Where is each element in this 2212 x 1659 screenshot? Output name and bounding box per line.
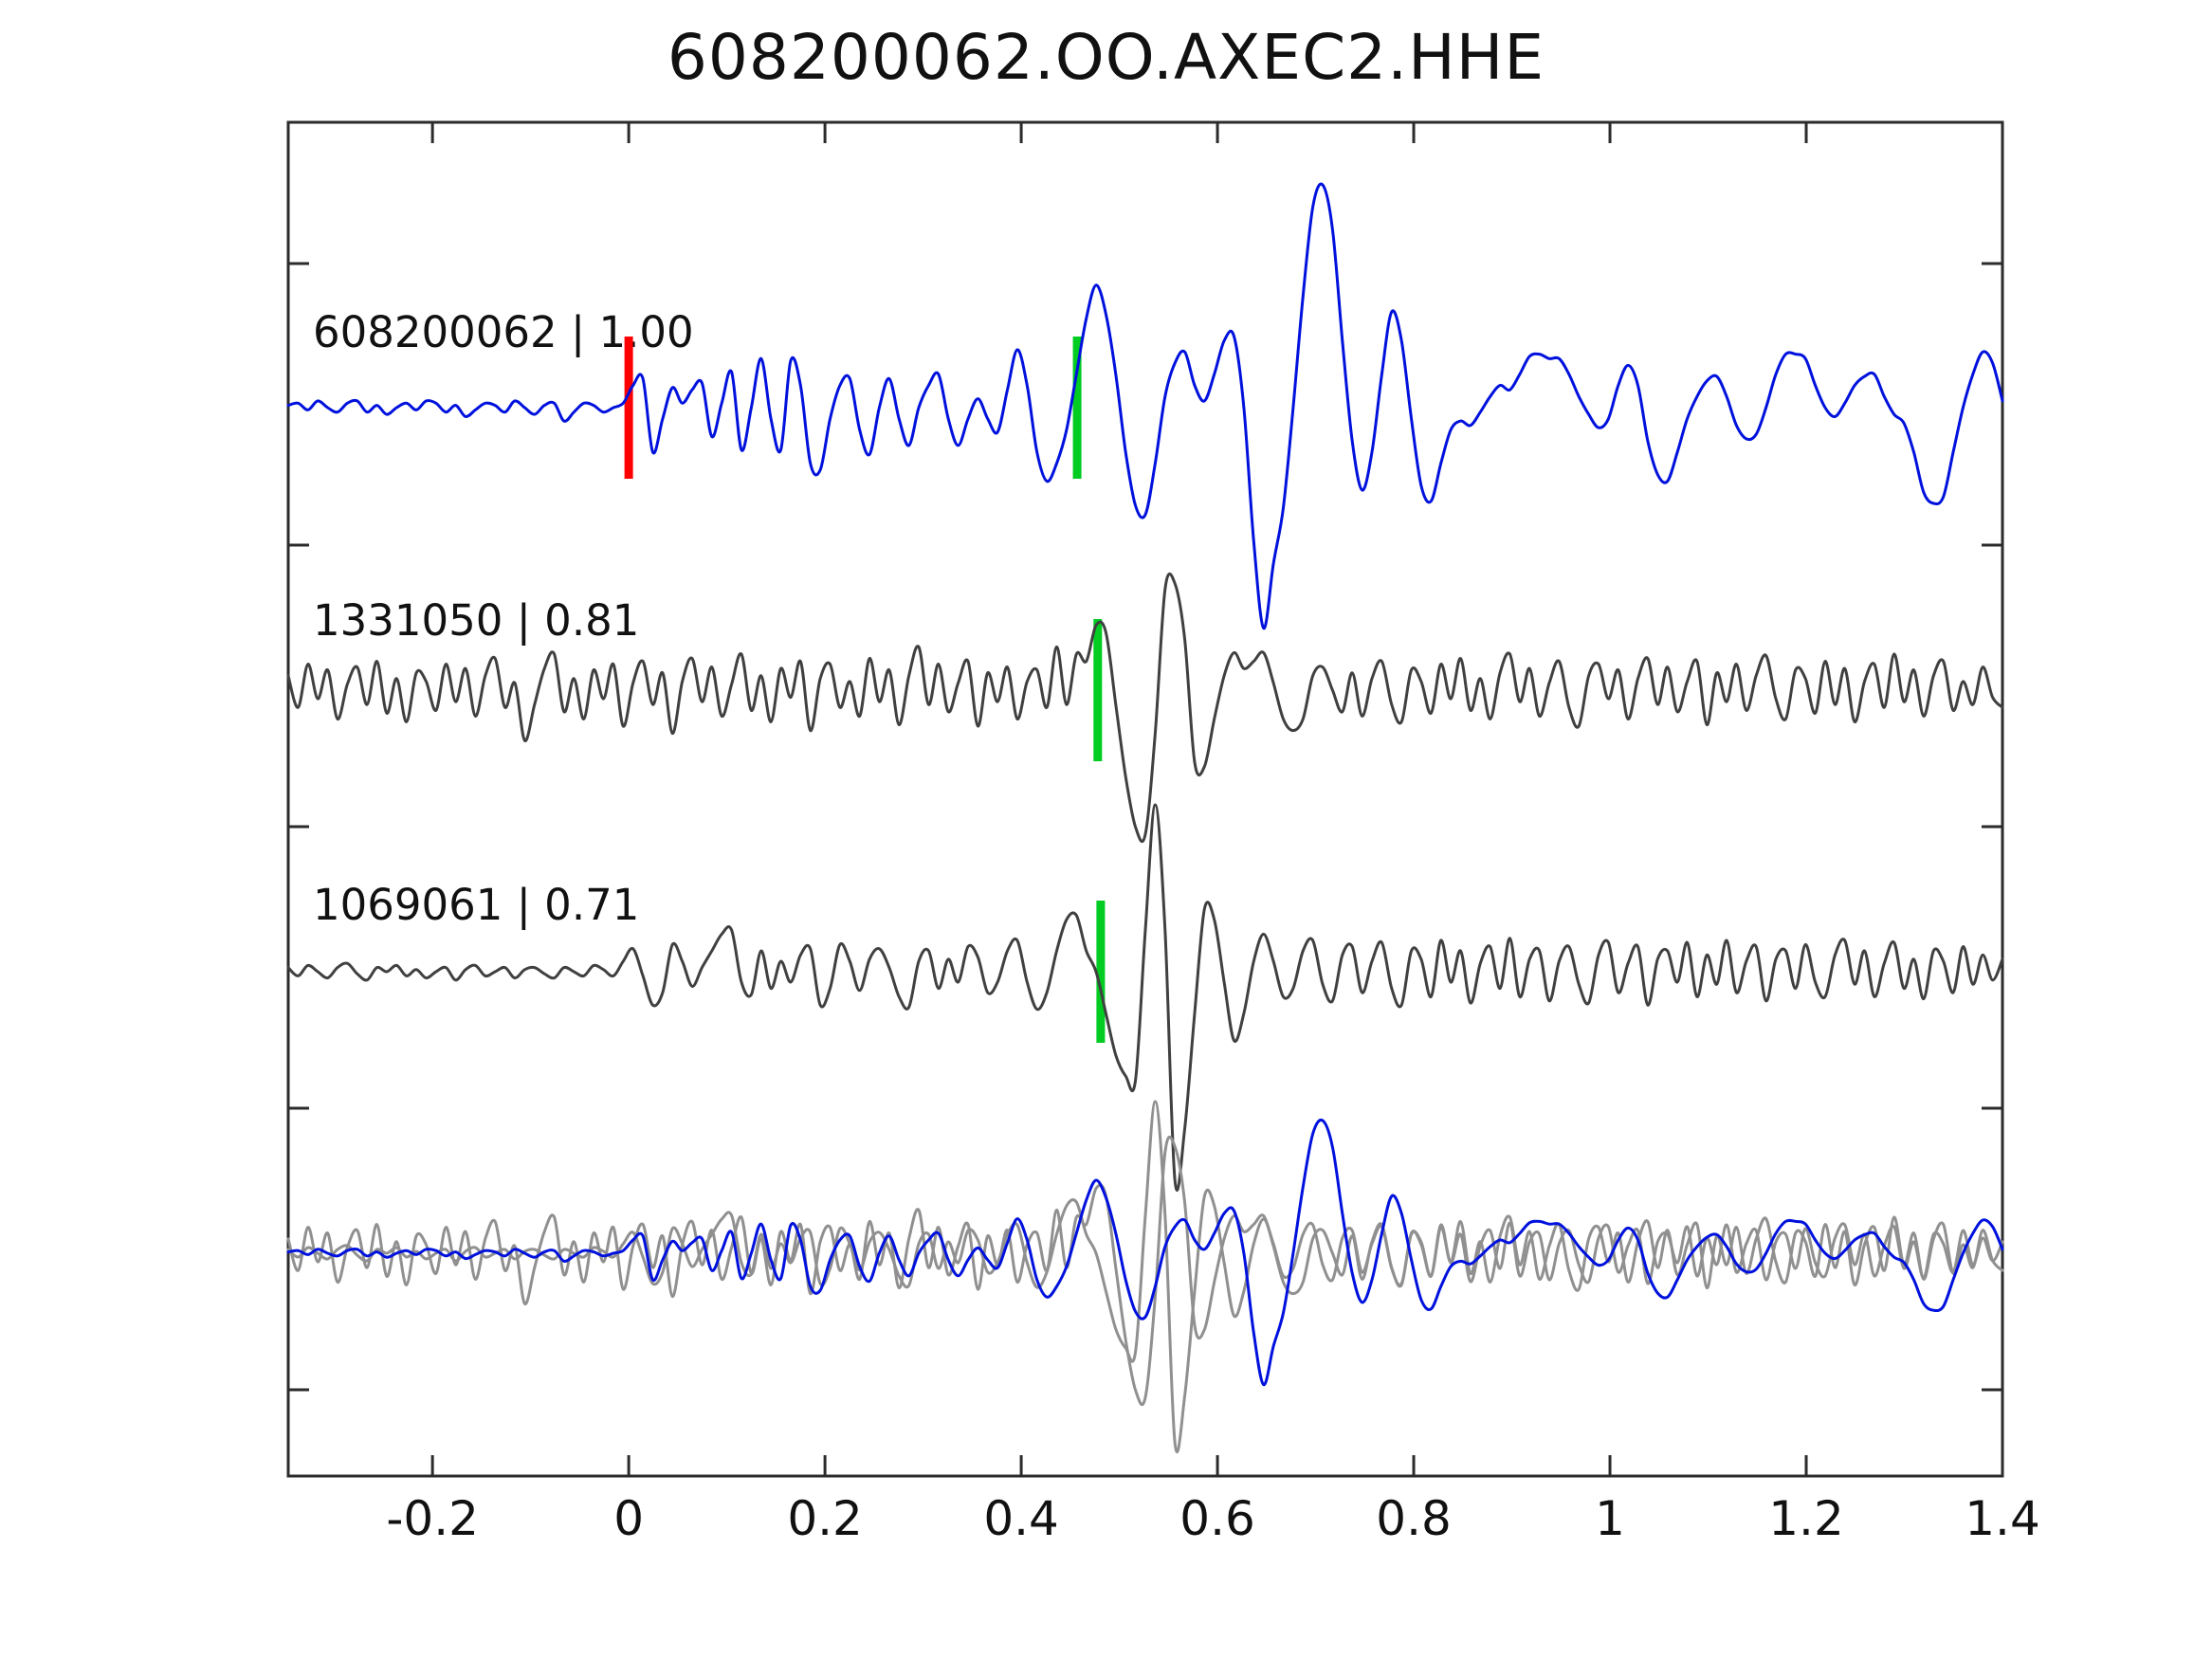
- x-tick-label: -0.2: [386, 1491, 479, 1546]
- trace-label-1069061: 1069061 | 0.71: [313, 880, 640, 930]
- x-tick-label: 0.2: [787, 1491, 863, 1546]
- trace-label-608200062: 608200062 | 1.00: [313, 307, 694, 357]
- x-tick-label: 1.4: [1965, 1491, 2040, 1546]
- x-tick-label: 0: [613, 1491, 644, 1546]
- trace-path-608200062: [286, 182, 2004, 630]
- trace-path-1069061: [286, 803, 2004, 1192]
- overlay-trace-path-1331050: [286, 1135, 2004, 1407]
- plot-border: [286, 120, 2004, 1478]
- overlay-trace-path-608200062: [286, 1118, 2004, 1387]
- trace-path-1331050: [286, 572, 2004, 844]
- x-tick-label: 1.2: [1768, 1491, 1844, 1546]
- trace-label-1331050: 1331050 | 0.81: [313, 595, 640, 646]
- x-tick-label: 0.4: [983, 1491, 1059, 1546]
- page-title: 608200062.OO.AXEC2.HHE: [667, 21, 1545, 94]
- x-tick-label: 1: [1595, 1491, 1625, 1546]
- x-tick-label: 0.8: [1376, 1491, 1452, 1546]
- overlay-trace-path-1069061: [286, 1100, 2004, 1453]
- x-tick-label: 0.6: [1179, 1491, 1255, 1546]
